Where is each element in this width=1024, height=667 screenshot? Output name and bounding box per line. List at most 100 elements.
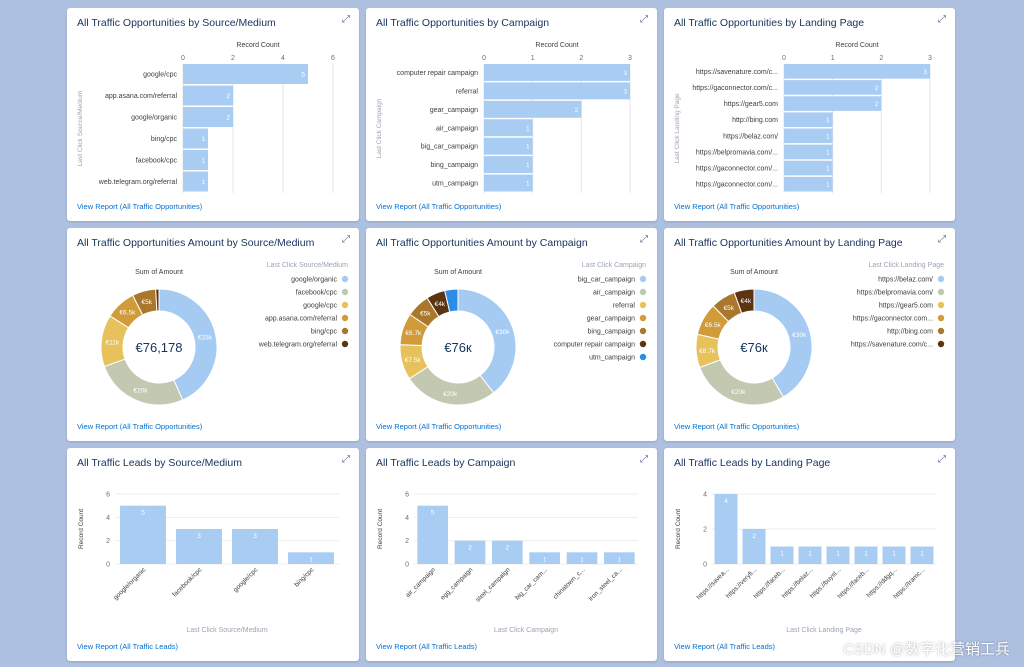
- bar: [484, 64, 630, 81]
- view-report-link[interactable]: View Report (All Traffic Opportunities): [77, 422, 203, 431]
- bar: [484, 119, 533, 137]
- category-label: https://gaconnector.com/...: [696, 166, 778, 173]
- legend-swatch: [639, 301, 647, 309]
- y-axis-title: Last Click Landing Page: [674, 93, 681, 163]
- bar: [183, 85, 233, 106]
- y-axis-title: Record Count: [78, 509, 85, 549]
- category-label: app.asana.com/referral: [105, 93, 177, 100]
- x-tick-label: 6: [331, 55, 335, 62]
- view-report-link[interactable]: View Report (All Traffic Leads): [674, 642, 776, 651]
- slice-value-label: €6.7k: [699, 348, 716, 355]
- legend-label: computer repair campaign: [554, 342, 635, 349]
- slice-value-label: €30k: [792, 332, 807, 339]
- expand-icon[interactable]: ⤢: [342, 454, 350, 465]
- bar-value-label: 3: [923, 69, 927, 76]
- bar-value-label: 1: [201, 136, 205, 143]
- bar-value-label: 2: [226, 93, 230, 100]
- y-tick-label: 0: [405, 562, 409, 569]
- legend-swatch: [341, 275, 349, 283]
- category-label: egg_campaign: [439, 566, 474, 601]
- legend-swatch: [937, 314, 945, 322]
- bar-value-label: 2: [752, 533, 756, 540]
- donut-slice: [158, 288, 218, 401]
- expand-icon[interactable]: ⤢: [640, 454, 648, 465]
- card-title: All Traffic Opportunities by Landing Pag…: [674, 17, 865, 29]
- bar: [183, 107, 233, 127]
- x-axis-title: Record Count: [236, 42, 279, 49]
- category-label: iron_steel_ca...: [588, 566, 624, 602]
- bar: [232, 529, 278, 564]
- donut-slice: [457, 288, 517, 394]
- y-tick-label: 0: [703, 562, 707, 569]
- donut-center-total: €76,178: [136, 340, 183, 355]
- bar: [176, 529, 222, 564]
- expand-icon[interactable]: ⤢: [640, 234, 648, 245]
- donut-slice: [155, 288, 160, 312]
- bar: [454, 540, 486, 564]
- bar-value-label: 1: [826, 166, 830, 173]
- view-report-link[interactable]: View Report (All Traffic Opportunities): [674, 202, 800, 211]
- slice-value-label: €5k: [724, 305, 735, 312]
- bar-value-label: 5: [141, 510, 145, 517]
- category-label: facebook/cpc: [171, 566, 204, 599]
- expand-icon[interactable]: ⤢: [640, 14, 648, 25]
- bar-value-label: 3: [623, 88, 627, 95]
- x-axis-title: Last Click Campaign: [494, 627, 558, 634]
- view-report-link[interactable]: View Report (All Traffic Opportunities): [77, 202, 203, 211]
- bar-value-label: 1: [826, 133, 830, 140]
- legend-label: big_car_campaign: [578, 277, 635, 284]
- category-label: big_car_campaign: [421, 144, 478, 151]
- category-label: https://gaconnector.com/...: [696, 182, 778, 189]
- bar: [784, 64, 930, 79]
- donut-center-total: €76к: [740, 340, 768, 355]
- view-report-link[interactable]: View Report (All Traffic Opportunities): [376, 422, 502, 431]
- view-report-link[interactable]: View Report (All Traffic Opportunities): [674, 422, 800, 431]
- legend-title: Last Click Source/Medium: [267, 262, 348, 269]
- legend-swatch: [639, 288, 647, 296]
- legend-label: facebook/cpc: [296, 290, 338, 297]
- expand-icon[interactable]: ⤢: [938, 454, 946, 465]
- y-tick-label: 2: [405, 538, 409, 545]
- legend-label: utm_campaign: [589, 355, 635, 362]
- bar: [784, 112, 833, 127]
- expand-icon[interactable]: ⤢: [938, 14, 946, 25]
- y-tick-label: 2: [106, 538, 110, 545]
- legend-label: web.telegram.org/referral: [258, 342, 338, 349]
- bar: [120, 505, 166, 564]
- slice-value-label: €33k: [198, 335, 213, 342]
- x-tick-label: 3: [628, 55, 632, 62]
- watermark-text: CSDN @数字化营销工兵: [843, 641, 1010, 658]
- bar-value-label: 1: [526, 162, 530, 169]
- x-axis-title: Last Click Source/Medium: [186, 627, 267, 634]
- bar-value-label: 2: [506, 545, 510, 552]
- expand-icon[interactable]: ⤢: [938, 234, 946, 245]
- legend-swatch: [639, 340, 647, 348]
- x-axis-title: Record Count: [835, 42, 878, 49]
- legend-label: https://gear5.com: [879, 303, 933, 310]
- bar: [910, 546, 934, 564]
- bar: [183, 64, 308, 84]
- donut-center-total: €76к: [444, 340, 472, 355]
- bar: [784, 96, 882, 111]
- x-tick-label: 0: [482, 55, 486, 62]
- slice-value-label: €11k: [105, 339, 119, 346]
- bar: [417, 505, 448, 564]
- view-report-link[interactable]: View Report (All Traffic Leads): [77, 642, 179, 651]
- expand-icon[interactable]: ⤢: [342, 234, 350, 245]
- category-label: steel_campaign: [475, 566, 512, 603]
- y-axis-title: Record Count: [675, 509, 682, 549]
- donut-slice: [699, 359, 785, 406]
- bar: [784, 160, 833, 176]
- card-title: All Traffic Leads by Source/Medium: [77, 457, 242, 469]
- column-chart: 0 2 4 6 Record Count 5 air_campaign 2 egg_campai…: [377, 492, 638, 634]
- expand-icon[interactable]: ⤢: [342, 14, 350, 25]
- view-report-link[interactable]: View Report (All Traffic Leads): [376, 642, 478, 651]
- donut-slice: [103, 358, 184, 406]
- x-tick-label: 1: [831, 55, 835, 62]
- view-report-link[interactable]: View Report (All Traffic Opportunities): [376, 202, 502, 211]
- card-leads-by-source: All Traffic Leads by Source/Medium ⤢ 0 2 4…: [67, 448, 359, 661]
- y-axis-title: Last Click Campaign: [376, 98, 383, 158]
- card-amount-by-landing-page: All Traffic Opportunities Amount by Land…: [664, 228, 955, 441]
- card-title: All Traffic Opportunities Amount by Sour…: [77, 237, 315, 249]
